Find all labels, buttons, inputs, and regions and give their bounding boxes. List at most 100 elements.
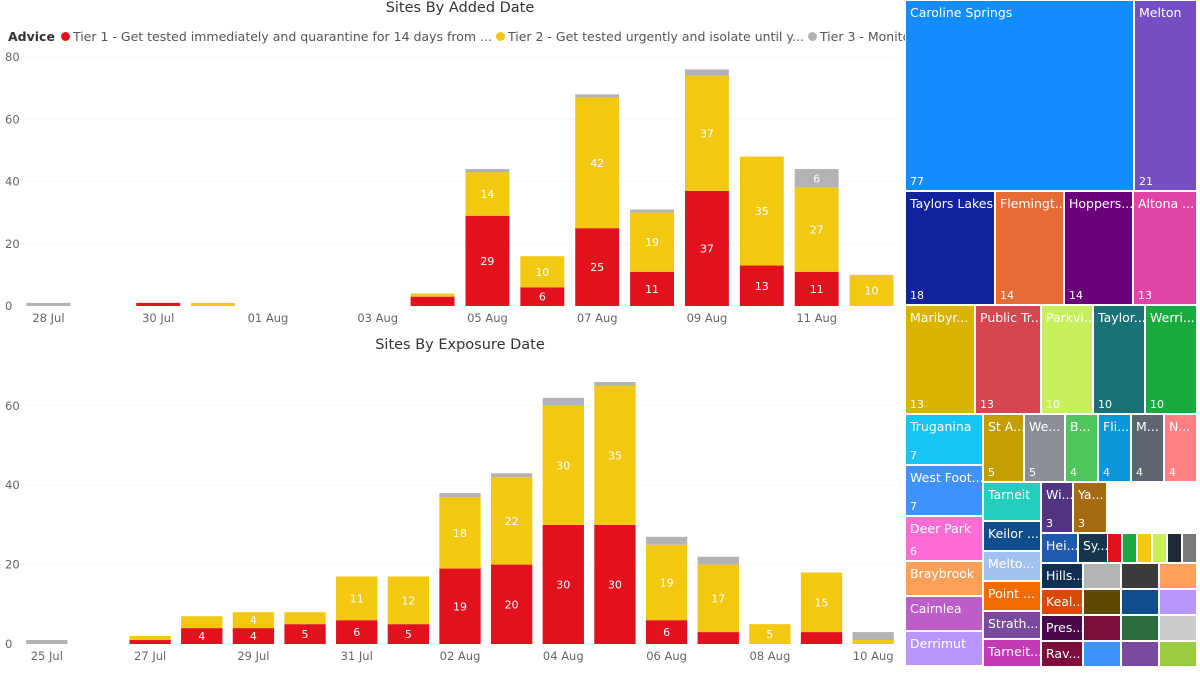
treemap-cell[interactable]: Hoppers... 14 [1064, 191, 1133, 305]
bar-segment-tier2[interactable] [336, 576, 378, 621]
bar-segment-tier1[interactable] [575, 228, 620, 306]
bar-segment-tier2[interactable] [630, 212, 675, 272]
treemap-cell[interactable]: Braybrook [905, 561, 983, 596]
bar-segment-tier2[interactable] [439, 497, 481, 569]
bar-segment-tier3[interactable] [630, 209, 675, 213]
bar-segment-tier2[interactable] [739, 156, 784, 266]
treemap-cell[interactable]: Truganina 7 [905, 414, 983, 465]
treemap-cell-small[interactable] [1159, 641, 1197, 667]
bar-segment-tier2[interactable] [800, 572, 843, 633]
treemap-cell[interactable]: Strath... [983, 611, 1041, 639]
bar-segment-tier2[interactable] [749, 624, 791, 644]
bar-segment-tier3[interactable] [542, 397, 584, 406]
bar-segment-tier1[interactable] [684, 190, 729, 306]
treemap-cell-small[interactable] [1167, 533, 1182, 563]
treemap-cell-small[interactable] [1122, 533, 1137, 563]
treemap-cell[interactable]: N... 4 [1164, 414, 1197, 482]
treemap-cell-small[interactable] [1121, 615, 1159, 641]
bar-segment-tier2[interactable] [490, 477, 533, 565]
bar-segment-tier1[interactable] [465, 215, 510, 306]
bar-segment-tier2[interactable] [284, 612, 326, 625]
treemap-cell[interactable]: Tarneit... [983, 639, 1041, 667]
bar-segment-tier2[interactable] [849, 274, 894, 306]
sites-by-exposure-date-chart[interactable]: Sites By Exposure Date 0 20 40 60 4 4 4 5 6 11 5 12 1… [0, 335, 900, 671]
bar-segment-tier2[interactable] [232, 612, 275, 629]
bar-segment-tier1[interactable] [520, 287, 565, 306]
treemap-cell-small[interactable] [1107, 533, 1122, 563]
bar-segment-tier1[interactable] [284, 624, 326, 644]
bar-segment-tier2[interactable] [794, 187, 839, 272]
bar-segment-tier1[interactable] [645, 620, 688, 644]
treemap-cell-small[interactable] [1083, 563, 1121, 589]
treemap-cell[interactable]: Fli... 4 [1098, 414, 1131, 482]
treemap-cell[interactable]: Point ... [983, 581, 1041, 611]
bar-segment-tier2[interactable] [542, 405, 584, 525]
treemap-cell-small[interactable] [1152, 533, 1167, 563]
bar-segment-tier1[interactable] [387, 624, 430, 644]
bar-segment-tier2[interactable] [465, 172, 510, 216]
treemap-cell[interactable]: Parkvi... 10 [1041, 305, 1093, 414]
bar-segment-tier1[interactable] [181, 628, 223, 644]
bar-segment-tier1[interactable] [794, 271, 839, 306]
treemap-cell[interactable]: Pres... [1041, 615, 1083, 641]
treemap-cell-small[interactable] [1121, 641, 1159, 667]
bar-segment-tier2[interactable] [129, 636, 171, 641]
bar-segment-tier3[interactable] [575, 94, 620, 98]
treemap-cell[interactable]: Keilor ... [983, 521, 1041, 551]
bar-segment-tier1[interactable] [594, 524, 636, 644]
bar-segment-tier2[interactable] [520, 256, 565, 288]
treemap-cell[interactable]: Werri... 10 [1145, 305, 1197, 414]
bar-segment-tier3[interactable] [697, 556, 739, 565]
treemap-cell-small[interactable] [1083, 615, 1121, 641]
treemap-cell[interactable]: Rav... [1041, 641, 1083, 667]
treemap-cell[interactable]: Altona ... 13 [1133, 191, 1197, 305]
bar-segment-tier3[interactable] [26, 640, 68, 644]
bar-segment-tier3[interactable] [852, 632, 894, 641]
bar-segment-tier2[interactable] [181, 616, 223, 629]
bar-segment-tier1[interactable] [630, 271, 675, 306]
bar-segment-tier3[interactable] [465, 169, 510, 173]
suburb-treemap[interactable]: Caroline Springs 77 Melton 21 Taylors Lakes 1… [905, 0, 1200, 671]
sites-by-added-date-chart[interactable]: Sites By Added Date 0 20 40 60 80 29 14 6 10 25 42 1… [0, 0, 1006, 335]
treemap-cell[interactable]: West Foot... 7 [905, 465, 983, 516]
bar-segment-tier1[interactable] [232, 628, 275, 644]
treemap-cell[interactable]: Keal... [1041, 589, 1083, 615]
treemap-cell-small[interactable] [1159, 563, 1197, 589]
bar-segment-tier1[interactable] [697, 632, 739, 644]
bar-segment-tier2[interactable] [645, 544, 688, 621]
treemap-cell[interactable]: Derrimut [905, 631, 983, 666]
bar-segment-tier1[interactable] [129, 640, 171, 644]
bar-segment-tier3[interactable] [794, 169, 839, 188]
treemap-cell[interactable]: Melto... [983, 551, 1041, 581]
treemap-cell[interactable]: Wi... 3 [1041, 482, 1073, 533]
bar-segment-tier2[interactable] [684, 75, 729, 191]
legend-item-tier2[interactable]: Tier 2 - Get tested urgently and isolate… [495, 29, 804, 44]
treemap-cell[interactable]: Hei... [1041, 533, 1078, 563]
bar-segment-tier3[interactable] [490, 473, 533, 478]
chart-legend[interactable]: Advice Tier 1 - Get tested immediately a… [8, 27, 1010, 45]
treemap-cell[interactable]: Melton 21 [1134, 0, 1197, 191]
bar-segment-tier1[interactable] [490, 564, 533, 644]
bar-segment-tier2[interactable] [594, 385, 636, 525]
treemap-cell[interactable]: Hills... [1041, 563, 1083, 589]
treemap-cell-small[interactable] [1083, 641, 1121, 667]
treemap-cell[interactable]: Caroline Springs 77 [905, 0, 1134, 191]
bar-segment-tier2[interactable] [852, 640, 894, 644]
bar-segment-tier3[interactable] [684, 69, 729, 76]
treemap-cell[interactable]: B... 4 [1065, 414, 1098, 482]
treemap-cell[interactable]: Taylor... 10 [1093, 305, 1145, 414]
treemap-cell[interactable]: Tarneit [983, 482, 1041, 521]
bar-segment-tier1[interactable] [410, 296, 455, 306]
legend-item-tier1[interactable]: Tier 1 - Get tested immediately and quar… [60, 29, 492, 44]
treemap-cell-small[interactable] [1182, 533, 1197, 563]
treemap-cell[interactable]: M... 4 [1131, 414, 1164, 482]
treemap-cell-small[interactable] [1121, 589, 1159, 615]
treemap-cell[interactable]: Sy... [1078, 533, 1111, 563]
bar-segment-tier1[interactable] [739, 265, 784, 306]
bar-segment-tier3[interactable] [645, 536, 688, 545]
treemap-cell[interactable]: Public Tr... 13 [975, 305, 1041, 414]
treemap-cell[interactable]: We... 5 [1024, 414, 1065, 482]
treemap-cell-small[interactable] [1137, 533, 1152, 563]
bar-segment-tier3[interactable] [26, 302, 71, 306]
bar-segment-tier3[interactable] [594, 381, 636, 386]
